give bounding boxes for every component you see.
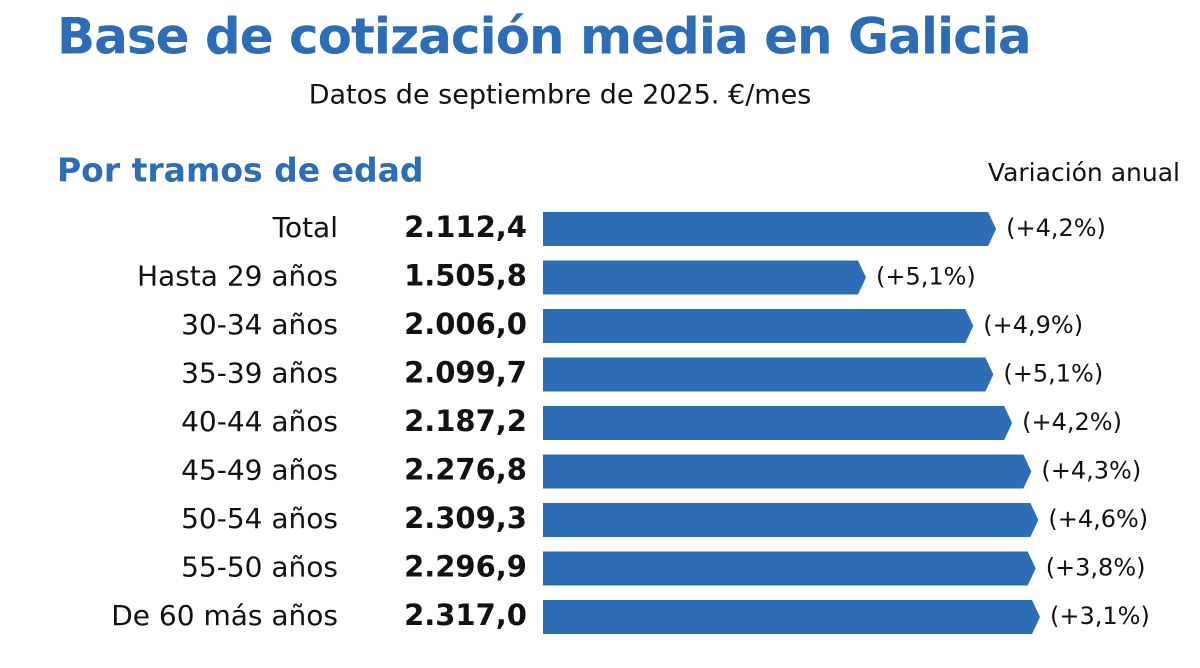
value-label: 2.309,3 xyxy=(404,501,527,535)
category-label: 35-39 años xyxy=(181,357,338,390)
bar xyxy=(543,454,1032,489)
bar xyxy=(543,600,1040,634)
section-title: Por tramos de edad xyxy=(57,151,424,190)
value-label: 2.317,0 xyxy=(404,598,527,632)
bar xyxy=(543,212,997,246)
bar xyxy=(543,551,1036,586)
variation-label: (+4,2%) xyxy=(1006,214,1106,242)
value-label: 2.276,8 xyxy=(404,453,527,487)
category-label: 50-54 años xyxy=(181,502,338,535)
value-label: 2.296,9 xyxy=(404,550,527,584)
variation-label: (+3,8%) xyxy=(1046,554,1146,582)
value-label: 2.099,7 xyxy=(404,356,527,390)
chart-subtitle: Datos de septiembre de 2025. €/mes xyxy=(309,80,812,111)
value-label: 2.112,4 xyxy=(404,210,527,244)
bar xyxy=(543,260,866,295)
bar xyxy=(543,406,1013,440)
variation-label: (+4,3%) xyxy=(1041,457,1141,485)
category-label: De 60 más años xyxy=(111,599,338,632)
value-label: 2.187,2 xyxy=(404,404,527,438)
chart-title: Base de cotización media en Galicia xyxy=(57,8,1031,66)
variation-label: (+4,6%) xyxy=(1048,505,1148,533)
bar xyxy=(543,309,974,343)
variation-label: (+4,9%) xyxy=(983,311,1083,339)
variation-label: (+4,2%) xyxy=(1022,408,1122,436)
variation-label: (+5,1%) xyxy=(1003,360,1103,388)
bar xyxy=(543,503,1039,537)
category-label: 40-44 años xyxy=(181,405,338,438)
category-label: Total xyxy=(272,211,338,244)
variation-header: Variación anual xyxy=(988,158,1180,187)
variation-label: (+5,1%) xyxy=(876,263,976,291)
category-label: 45-49 años xyxy=(181,454,338,487)
category-label: Hasta 29 años xyxy=(137,260,338,293)
category-label: 55-50 años xyxy=(181,551,338,584)
category-label: 30-34 años xyxy=(181,308,338,341)
bar xyxy=(543,357,994,392)
value-label: 2.006,0 xyxy=(404,307,527,341)
value-label: 1.505,8 xyxy=(404,259,527,293)
variation-label: (+3,1%) xyxy=(1050,602,1150,630)
